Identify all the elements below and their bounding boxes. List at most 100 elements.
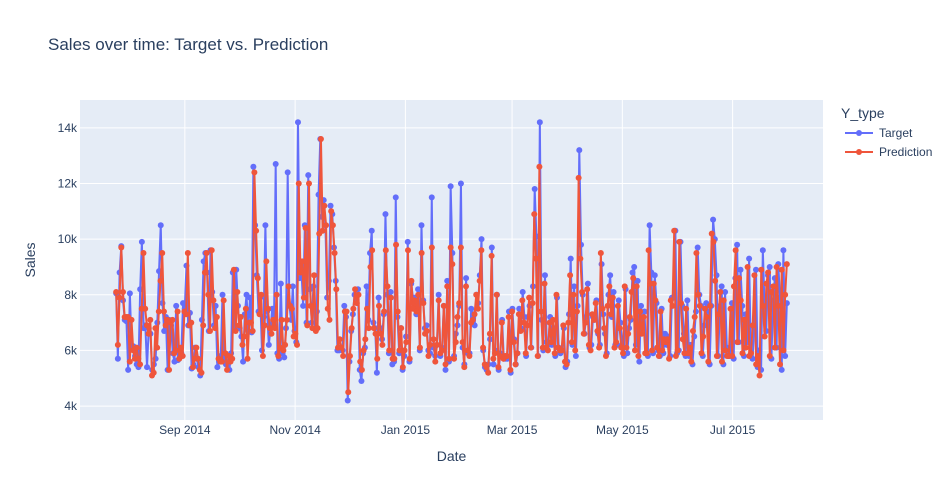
data-point-prediction[interactable] xyxy=(565,319,572,326)
data-point-prediction[interactable] xyxy=(403,339,410,346)
data-point-prediction[interactable] xyxy=(377,330,384,337)
data-point-prediction[interactable] xyxy=(162,322,169,329)
data-point-target[interactable] xyxy=(746,255,753,262)
data-point-prediction[interactable] xyxy=(398,325,405,332)
data-point-prediction[interactable] xyxy=(633,283,640,290)
data-point-prediction[interactable] xyxy=(114,341,121,348)
data-point-prediction[interactable] xyxy=(727,305,734,312)
data-point-target[interactable] xyxy=(752,266,759,273)
data-point-target[interactable] xyxy=(161,327,168,334)
data-point-prediction[interactable] xyxy=(418,250,425,257)
data-point-prediction[interactable] xyxy=(558,347,565,354)
data-point-prediction[interactable] xyxy=(567,272,574,279)
data-point-prediction[interactable] xyxy=(224,366,231,373)
data-point-prediction[interactable] xyxy=(703,314,710,321)
data-point-prediction[interactable] xyxy=(319,227,326,234)
data-point-prediction[interactable] xyxy=(485,369,492,376)
data-point-target[interactable] xyxy=(638,302,645,309)
data-point-prediction[interactable] xyxy=(713,353,720,359)
data-point-prediction[interactable] xyxy=(654,344,661,351)
data-point-target[interactable] xyxy=(435,291,442,298)
data-point-target[interactable] xyxy=(157,222,164,229)
data-point-prediction[interactable] xyxy=(285,283,292,290)
data-point-prediction[interactable] xyxy=(505,314,512,321)
data-point-prediction[interactable] xyxy=(207,327,214,334)
data-point-prediction[interactable] xyxy=(128,316,135,323)
data-point-target[interactable] xyxy=(327,202,334,209)
data-point-prediction[interactable] xyxy=(254,275,261,282)
data-point-prediction[interactable] xyxy=(237,314,244,321)
data-point-target[interactable] xyxy=(490,361,497,368)
data-point-prediction[interactable] xyxy=(183,311,190,318)
data-point-target[interactable] xyxy=(281,354,288,361)
data-point-prediction[interactable] xyxy=(551,350,558,357)
data-point-prediction[interactable] xyxy=(440,302,447,309)
data-point-target[interactable] xyxy=(144,364,151,371)
data-point-prediction[interactable] xyxy=(476,277,483,284)
data-point-prediction[interactable] xyxy=(432,358,439,365)
data-point-prediction[interactable] xyxy=(300,294,307,301)
data-point-prediction[interactable] xyxy=(649,347,656,354)
data-point-prediction[interactable] xyxy=(550,316,557,323)
data-point-target[interactable] xyxy=(250,163,257,170)
data-point-target[interactable] xyxy=(782,353,789,359)
data-point-prediction[interactable] xyxy=(317,135,324,142)
data-point-target[interactable] xyxy=(173,302,180,309)
data-point-prediction[interactable] xyxy=(620,350,627,357)
data-point-prediction[interactable] xyxy=(218,358,225,365)
data-point-target[interactable] xyxy=(214,364,221,371)
data-point-prediction[interactable] xyxy=(618,344,625,351)
data-point-prediction[interactable] xyxy=(707,302,714,309)
data-point-target[interactable] xyxy=(531,186,538,193)
data-point-prediction[interactable] xyxy=(609,294,616,301)
data-point-prediction[interactable] xyxy=(118,244,125,251)
data-point-prediction[interactable] xyxy=(454,314,461,321)
data-point-prediction[interactable] xyxy=(137,361,144,368)
data-point-prediction[interactable] xyxy=(710,238,717,245)
data-point-target[interactable] xyxy=(519,289,526,295)
data-point-prediction[interactable] xyxy=(374,355,381,362)
data-point-prediction[interactable] xyxy=(178,344,185,351)
data-point-prediction[interactable] xyxy=(212,325,219,332)
data-point-prediction[interactable] xyxy=(577,255,584,262)
data-point-target[interactable] xyxy=(646,222,653,229)
data-point-prediction[interactable] xyxy=(321,202,328,209)
data-point-prediction[interactable] xyxy=(696,302,703,309)
data-point-prediction[interactable] xyxy=(444,283,451,290)
data-point-prediction[interactable] xyxy=(597,250,604,257)
data-point-prediction[interactable] xyxy=(490,355,497,362)
data-point-prediction[interactable] xyxy=(256,311,263,318)
data-point-prediction[interactable] xyxy=(671,227,678,234)
data-point-prediction[interactable] xyxy=(375,302,382,309)
data-point-prediction[interactable] xyxy=(393,241,400,248)
data-point-prediction[interactable] xyxy=(133,344,140,351)
data-point-prediction[interactable] xyxy=(394,308,401,315)
data-point-prediction[interactable] xyxy=(579,289,586,295)
data-point-prediction[interactable] xyxy=(343,308,350,315)
data-point-prediction[interactable] xyxy=(282,341,289,348)
data-point-prediction[interactable] xyxy=(430,336,437,343)
data-point-prediction[interactable] xyxy=(596,344,603,351)
data-point-prediction[interactable] xyxy=(599,305,606,312)
data-point-prediction[interactable] xyxy=(756,372,763,379)
data-point-prediction[interactable] xyxy=(758,266,765,273)
data-point-prediction[interactable] xyxy=(244,355,251,362)
data-point-prediction[interactable] xyxy=(220,297,227,304)
data-point-prediction[interactable] xyxy=(251,169,258,176)
data-point-target[interactable] xyxy=(428,194,435,201)
data-point-prediction[interactable] xyxy=(370,325,377,332)
data-point-prediction[interactable] xyxy=(442,361,449,368)
data-point-prediction[interactable] xyxy=(329,222,336,229)
data-point-prediction[interactable] xyxy=(568,339,575,346)
data-point-target[interactable] xyxy=(284,169,291,176)
data-point-prediction[interactable] xyxy=(461,364,468,371)
data-point-prediction[interactable] xyxy=(401,347,408,354)
data-point-target[interactable] xyxy=(516,305,523,312)
data-point-prediction[interactable] xyxy=(483,364,490,371)
data-point-prediction[interactable] xyxy=(271,325,278,332)
data-point-prediction[interactable] xyxy=(464,347,471,354)
data-point-prediction[interactable] xyxy=(672,353,679,359)
data-point-prediction[interactable] xyxy=(529,300,536,307)
data-point-prediction[interactable] xyxy=(362,336,369,343)
data-point-prediction[interactable] xyxy=(645,247,652,254)
